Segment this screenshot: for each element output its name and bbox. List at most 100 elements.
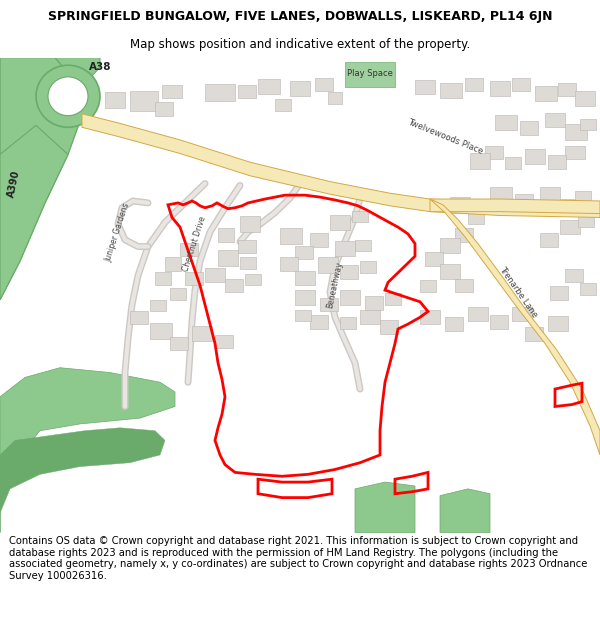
Bar	[240, 216, 260, 232]
Text: SPRINGFIELD BUNGALOW, FIVE LANES, DOBWALLS, LISKEARD, PL14 6JN: SPRINGFIELD BUNGALOW, FIVE LANES, DOBWAL…	[48, 9, 552, 22]
Text: Trenarbe Lane: Trenarbe Lane	[497, 265, 539, 319]
Text: Play Space: Play Space	[347, 69, 393, 79]
Bar	[185, 272, 203, 285]
Bar	[275, 99, 291, 111]
Bar	[295, 271, 315, 285]
Polygon shape	[345, 62, 395, 87]
Bar	[550, 286, 568, 300]
Bar	[360, 261, 376, 272]
Bar	[240, 258, 256, 269]
Bar	[295, 290, 315, 305]
Polygon shape	[440, 489, 490, 532]
Bar	[425, 253, 443, 266]
Bar	[535, 86, 557, 101]
Bar	[450, 197, 470, 212]
Bar	[215, 335, 233, 348]
Bar	[565, 146, 585, 159]
Bar	[150, 323, 172, 339]
Bar	[540, 233, 558, 246]
Text: Chestnut Drive: Chestnut Drive	[182, 215, 208, 272]
Bar	[545, 112, 565, 128]
Bar	[310, 316, 328, 329]
Bar	[295, 309, 311, 321]
Bar	[360, 309, 380, 324]
Bar	[130, 311, 148, 324]
Bar	[470, 154, 490, 169]
Bar	[238, 84, 256, 98]
Bar	[540, 188, 560, 203]
Bar	[170, 337, 188, 350]
Bar	[310, 233, 328, 246]
Bar	[130, 91, 158, 111]
Bar	[155, 102, 173, 116]
Bar	[440, 264, 460, 279]
Bar	[258, 79, 280, 94]
Bar	[335, 241, 355, 256]
Polygon shape	[430, 199, 600, 214]
Text: Twelvewoods Place: Twelvewoods Place	[406, 118, 484, 156]
Bar	[355, 240, 371, 251]
Bar	[218, 228, 234, 242]
Bar	[205, 268, 225, 282]
Bar	[295, 246, 313, 259]
Bar	[515, 194, 533, 208]
Text: A390: A390	[6, 169, 22, 198]
Bar	[558, 82, 576, 96]
Bar	[162, 84, 182, 98]
Bar	[575, 191, 591, 203]
Bar	[560, 221, 580, 234]
Bar	[385, 293, 401, 305]
Bar	[548, 156, 566, 169]
Bar	[170, 288, 186, 300]
Bar	[440, 238, 460, 253]
Bar	[105, 92, 125, 108]
Bar	[548, 316, 568, 331]
Bar	[565, 124, 587, 140]
Bar	[238, 240, 256, 253]
Bar	[245, 274, 261, 285]
Bar	[455, 228, 473, 242]
Text: Juniper Gardens: Juniper Gardens	[104, 201, 132, 262]
Bar	[580, 283, 596, 295]
Bar	[192, 326, 212, 341]
Bar	[415, 80, 435, 94]
Circle shape	[36, 65, 100, 128]
Bar	[420, 281, 436, 292]
Polygon shape	[82, 114, 600, 218]
Bar	[280, 258, 298, 271]
Bar	[455, 279, 473, 292]
Bar	[465, 78, 483, 91]
Polygon shape	[430, 199, 600, 455]
Bar	[440, 82, 462, 98]
Bar	[150, 300, 166, 311]
Polygon shape	[0, 58, 82, 300]
Bar	[565, 269, 583, 282]
Bar	[315, 78, 333, 91]
Circle shape	[48, 77, 88, 116]
Bar	[352, 211, 368, 222]
Bar	[445, 318, 463, 331]
Bar	[520, 121, 538, 135]
Bar	[280, 228, 302, 244]
Polygon shape	[55, 58, 100, 87]
Bar	[575, 91, 595, 106]
Polygon shape	[0, 428, 165, 532]
Bar	[420, 309, 440, 324]
Bar	[328, 92, 342, 104]
Bar	[560, 199, 578, 212]
Text: Beneathway: Beneathway	[326, 261, 344, 309]
Bar	[340, 290, 360, 305]
Bar	[490, 316, 508, 329]
Polygon shape	[355, 482, 415, 532]
Bar	[180, 242, 198, 256]
Bar	[505, 158, 521, 169]
Bar	[580, 119, 596, 130]
Bar	[165, 258, 181, 271]
Bar	[225, 279, 243, 292]
Bar	[468, 307, 488, 321]
Polygon shape	[0, 368, 175, 532]
Bar	[320, 298, 338, 311]
Polygon shape	[0, 126, 68, 300]
Bar	[205, 84, 235, 101]
Bar	[525, 327, 543, 341]
